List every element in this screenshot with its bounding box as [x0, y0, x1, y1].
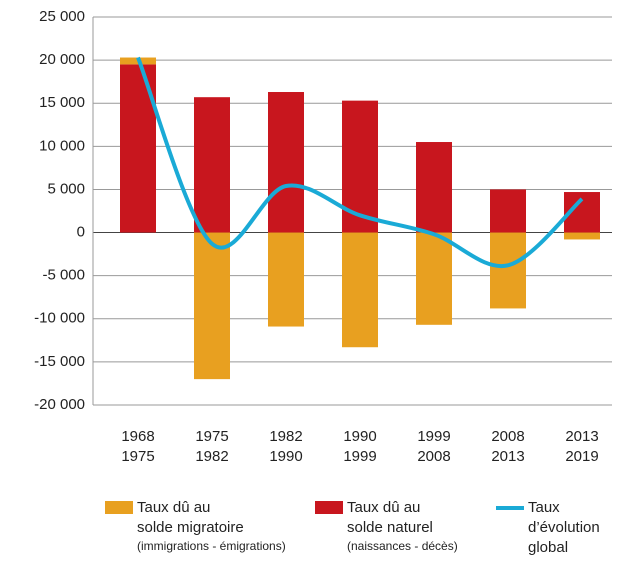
bar — [416, 232, 452, 325]
y-tick-label: 25 000 — [39, 8, 85, 25]
y-tick-label: 15 000 — [39, 94, 85, 111]
y-tick-label: 20 000 — [39, 51, 85, 68]
x-tick-label: 1975 — [121, 448, 154, 465]
legend-label: Taux — [528, 499, 560, 516]
legend-label: solde naturel — [347, 519, 433, 536]
legend-note: (naissances - décès) — [347, 539, 458, 553]
bar — [490, 232, 526, 309]
x-tick-label: 1990 — [343, 428, 376, 445]
legend-swatch — [315, 501, 343, 514]
bar — [268, 92, 304, 233]
x-tick-label: 1999 — [343, 448, 376, 465]
bar — [416, 142, 452, 233]
bar — [342, 232, 378, 348]
bar — [342, 100, 378, 233]
y-tick-label: 0 — [77, 224, 85, 241]
x-tick-label: 1968 — [121, 428, 154, 445]
y-tick-label: -20 000 — [34, 396, 85, 413]
x-tick-label: 1999 — [417, 428, 450, 445]
bar — [490, 189, 526, 233]
x-tick-label: 2008 — [491, 428, 524, 445]
y-tick-label: 10 000 — [39, 137, 85, 154]
legend-label: solde migratoire — [137, 519, 244, 536]
x-tick-label: 1975 — [195, 428, 228, 445]
y-tick-label: -10 000 — [34, 310, 85, 327]
legend-label: Taux dû au — [137, 499, 210, 516]
x-tick-label: 2019 — [565, 448, 598, 465]
bar — [268, 232, 304, 327]
x-tick-label: 1982 — [269, 428, 302, 445]
x-tick-label: 2013 — [491, 448, 524, 465]
x-tick-label: 1990 — [269, 448, 302, 465]
legend-label: Taux dû au — [347, 499, 420, 516]
y-tick-label: 5 000 — [47, 180, 85, 197]
legend-note: (immigrations - émigrations) — [137, 539, 286, 553]
legend-swatch — [105, 501, 133, 514]
bar — [564, 232, 600, 240]
line — [136, 56, 584, 269]
bar — [194, 97, 230, 233]
x-tick-label: 2013 — [565, 428, 598, 445]
legend-label: global — [528, 539, 568, 556]
x-tick-label: 2008 — [417, 448, 450, 465]
x-tick-label: 1982 — [195, 448, 228, 465]
legend-label: d’évolution — [528, 519, 600, 536]
y-tick-label: -15 000 — [34, 353, 85, 370]
bar — [194, 232, 230, 380]
y-tick-label: -5 000 — [42, 267, 85, 284]
